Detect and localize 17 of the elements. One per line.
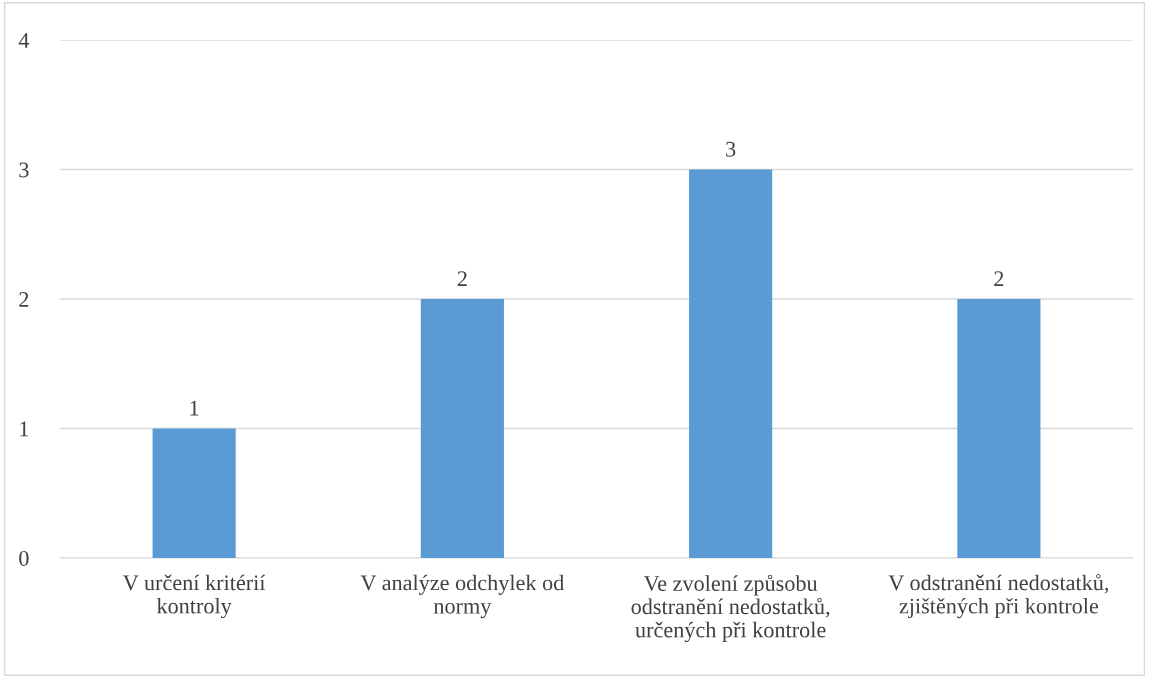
x-tick-label: V analýze odchylek od normy bbox=[360, 574, 565, 619]
data-label: 2 bbox=[457, 271, 467, 286]
y-tick-label: 1 bbox=[20, 421, 29, 437]
bar bbox=[689, 169, 773, 558]
data-label: 1 bbox=[190, 400, 199, 416]
x-tick-label: V určení kritérií kontroly bbox=[122, 574, 266, 619]
data-label: 2 bbox=[994, 271, 1004, 286]
y-tick-label: 2 bbox=[19, 291, 29, 307]
bar bbox=[420, 299, 504, 558]
data-label: 3 bbox=[726, 141, 736, 157]
y-tick-label: 4 bbox=[18, 33, 30, 48]
bar bbox=[152, 428, 236, 558]
x-tick-label: V odstranění nedostatků, zjištěných při kontrole bbox=[888, 574, 1109, 619]
bar bbox=[957, 299, 1041, 558]
y-tick-label: 0 bbox=[19, 550, 29, 566]
y-tick-label: 3 bbox=[19, 162, 29, 178]
x-tick-label: Ve zvolení způsobu odstranění nedostatků, určených při kontrole bbox=[631, 574, 830, 643]
